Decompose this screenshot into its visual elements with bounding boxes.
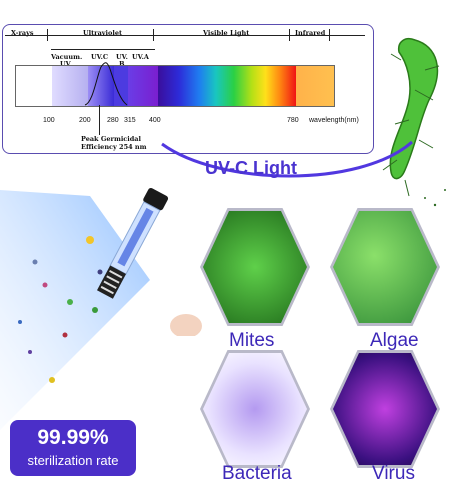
tick-label: 200 <box>79 117 91 124</box>
band-divider <box>289 29 290 41</box>
xray-segment <box>16 66 52 106</box>
uva-segment <box>128 66 158 106</box>
tick-label: 400 <box>149 117 161 124</box>
virus-label: Virus <box>372 463 415 484</box>
axis-label: wavelength(nm) <box>309 117 359 124</box>
tick-label: 280 <box>107 117 119 124</box>
band-label-uvc: UV.C <box>91 53 109 61</box>
algae-label: Algae <box>370 330 419 351</box>
peak-pointer <box>99 105 100 135</box>
sterilization-rate-value: 99.99% <box>37 426 109 449</box>
spectrum-diagram: X-rays Ultraviolet Visible Light Infrare… <box>2 24 374 154</box>
band-label-ultraviolet: Ultraviolet <box>83 29 122 37</box>
virus-image <box>333 353 437 465</box>
bacterium-illustration <box>382 38 446 207</box>
uvb-segment <box>114 66 128 106</box>
band-label-vacuum-uv: Vacuum. <box>51 53 83 61</box>
uvc-segment <box>88 66 114 106</box>
uv-c-light-heading: UV-C Light <box>205 158 297 178</box>
band-label-infrared: Infrared <box>295 29 326 37</box>
uv-beam <box>0 190 150 430</box>
band-label-xrays: X-rays <box>11 29 34 37</box>
sterilization-rate-caption: sterilization rate <box>27 453 119 468</box>
uv-subband-line <box>51 49 155 50</box>
band-label-visible: Visible Light <box>203 29 250 37</box>
vacuum-uv-segment <box>52 66 88 106</box>
peak-note: Peak Germicidal <box>81 135 141 143</box>
band-divider <box>47 29 48 41</box>
sterilization-rate-badge: 99.99% sterilization rate <box>10 420 136 476</box>
bacteria-label: Bacteria <box>222 463 292 484</box>
algae-image <box>333 211 437 323</box>
band-bracket-line <box>5 35 365 36</box>
spectrum-color-bar <box>15 65 335 107</box>
infrared-segment <box>296 66 334 106</box>
tick-label: 780 <box>287 117 299 124</box>
light-arc <box>161 140 413 178</box>
tick-label: 100 <box>43 117 55 124</box>
band-divider <box>153 29 154 41</box>
band-label-uvb: UV. <box>116 53 128 61</box>
visible-segment <box>158 66 296 106</box>
band-label-vacuum-uv-2: UV <box>60 60 71 68</box>
band-label-uvb-2: B <box>119 60 125 68</box>
uv-lamp <box>96 187 202 336</box>
band-label-uva: UV.A <box>132 53 149 61</box>
tick-label: 315 <box>124 117 136 124</box>
peak-note-2: Efficiency 254 nm <box>81 143 147 151</box>
band-divider <box>329 29 330 41</box>
germicidal-curve <box>84 62 128 106</box>
mites-label: Mites <box>229 330 275 351</box>
